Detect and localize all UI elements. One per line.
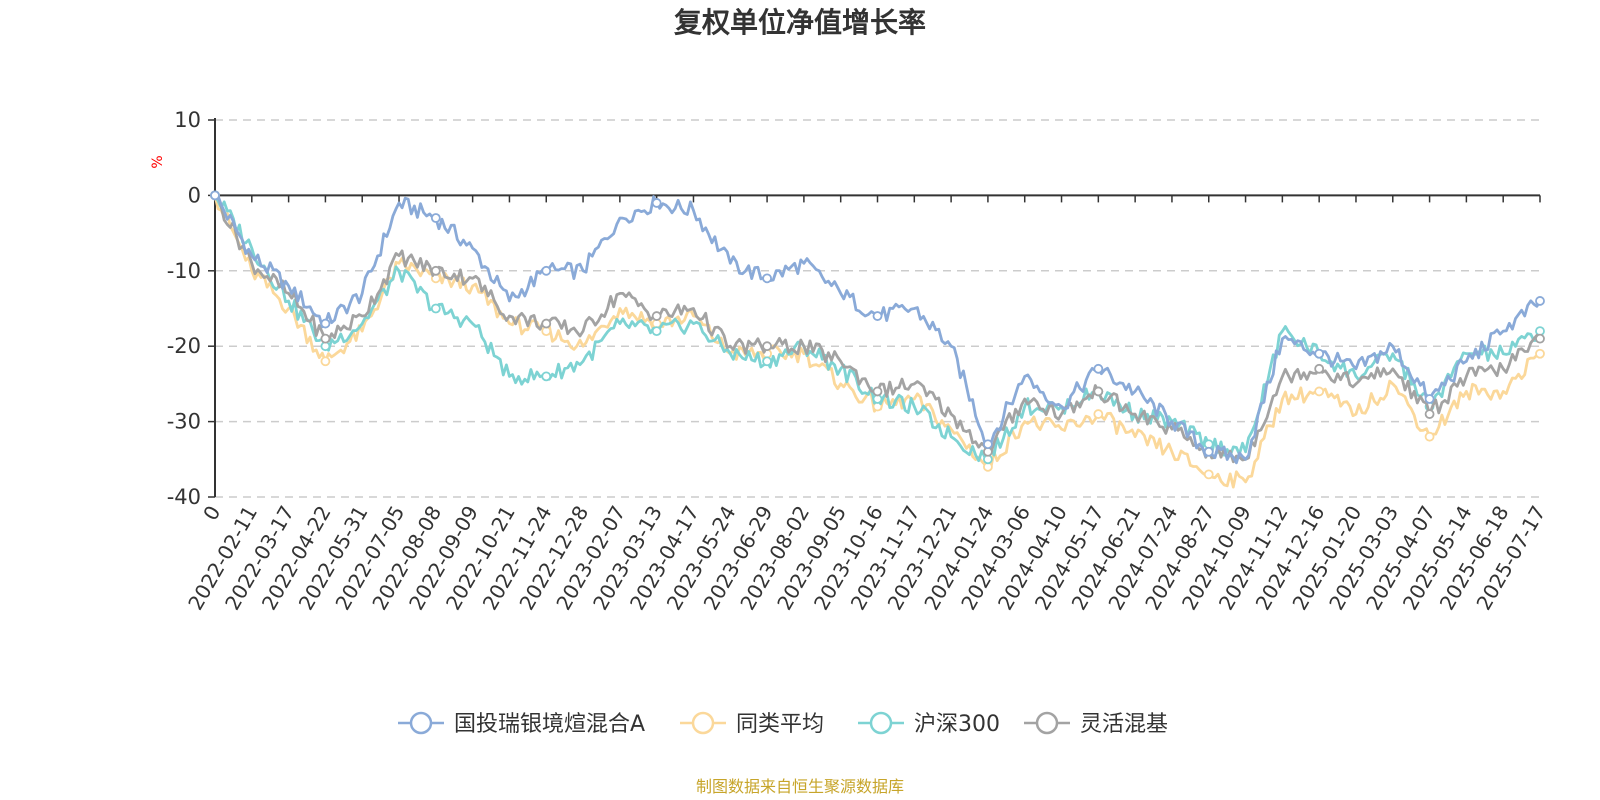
data-point bbox=[320, 333, 331, 344]
data-point bbox=[1535, 296, 1545, 306]
legend-label: 国投瑞银境煊混合A bbox=[454, 712, 645, 737]
legend-marker-icon bbox=[691, 711, 715, 735]
data-point bbox=[762, 341, 772, 352]
data-point bbox=[1093, 386, 1104, 397]
data-point bbox=[762, 356, 772, 367]
data-point bbox=[1314, 363, 1325, 374]
series-line-1 bbox=[213, 195, 1541, 489]
data-source-note: 制图数据来自恒生聚源数据库 bbox=[696, 777, 904, 796]
data-point bbox=[430, 303, 441, 314]
legend-item-3[interactable]: 灵活混基 bbox=[1024, 711, 1168, 737]
data-point bbox=[1314, 348, 1325, 359]
legend-label: 同类平均 bbox=[736, 712, 824, 737]
series-lines bbox=[210, 190, 1545, 489]
data-point bbox=[1424, 409, 1435, 419]
chart-title: 复权单位净值增长率 bbox=[674, 6, 926, 39]
data-point bbox=[1203, 446, 1214, 457]
legend-item-2[interactable]: 沪深300 bbox=[858, 711, 1000, 737]
data-point bbox=[1314, 386, 1325, 397]
y-tick-label: 0 bbox=[188, 183, 201, 207]
data-point bbox=[541, 318, 552, 329]
data-point bbox=[1093, 409, 1104, 419]
data-point bbox=[651, 198, 662, 208]
data-point bbox=[320, 356, 331, 367]
legend-item-0[interactable]: 国投瑞银境煊混合A bbox=[398, 711, 645, 737]
legend-label: 沪深300 bbox=[914, 712, 1000, 737]
y-tick-label: -10 bbox=[167, 259, 201, 283]
series-line-0 bbox=[214, 194, 1542, 465]
y-tick-label: -20 bbox=[167, 334, 201, 358]
data-point bbox=[762, 273, 772, 284]
data-point bbox=[1535, 333, 1545, 344]
data-point bbox=[1203, 469, 1214, 480]
y-tick-label: -30 bbox=[167, 410, 201, 434]
y-axis-unit-label: % bbox=[150, 155, 166, 168]
data-point bbox=[541, 265, 552, 276]
y-tick-label: 10 bbox=[174, 108, 201, 132]
data-point bbox=[651, 311, 662, 321]
data-point bbox=[1424, 431, 1435, 442]
y-tick-label: -40 bbox=[167, 485, 201, 509]
data-point bbox=[320, 318, 331, 329]
data-point bbox=[872, 386, 883, 397]
data-point bbox=[430, 265, 441, 276]
data-point bbox=[1093, 363, 1104, 374]
data-point bbox=[1535, 348, 1545, 359]
legend-marker-icon bbox=[1035, 711, 1059, 735]
data-point bbox=[210, 190, 220, 201]
grid-lines bbox=[215, 119, 1540, 498]
data-point bbox=[983, 439, 993, 450]
legend-marker-icon bbox=[869, 711, 893, 735]
data-point bbox=[541, 371, 552, 382]
legend-item-1[interactable]: 同类平均 bbox=[680, 711, 824, 737]
data-point bbox=[651, 326, 662, 337]
legend-label: 灵活混基 bbox=[1080, 712, 1168, 737]
data-point bbox=[1424, 394, 1435, 404]
data-point bbox=[430, 213, 441, 223]
legend[interactable]: 国投瑞银境煊混合A 同类平均 沪深300 灵活混基 bbox=[398, 711, 1168, 737]
legend-marker-icon bbox=[409, 711, 433, 735]
data-point bbox=[872, 311, 883, 321]
x-tick-label: 0 bbox=[198, 502, 225, 525]
